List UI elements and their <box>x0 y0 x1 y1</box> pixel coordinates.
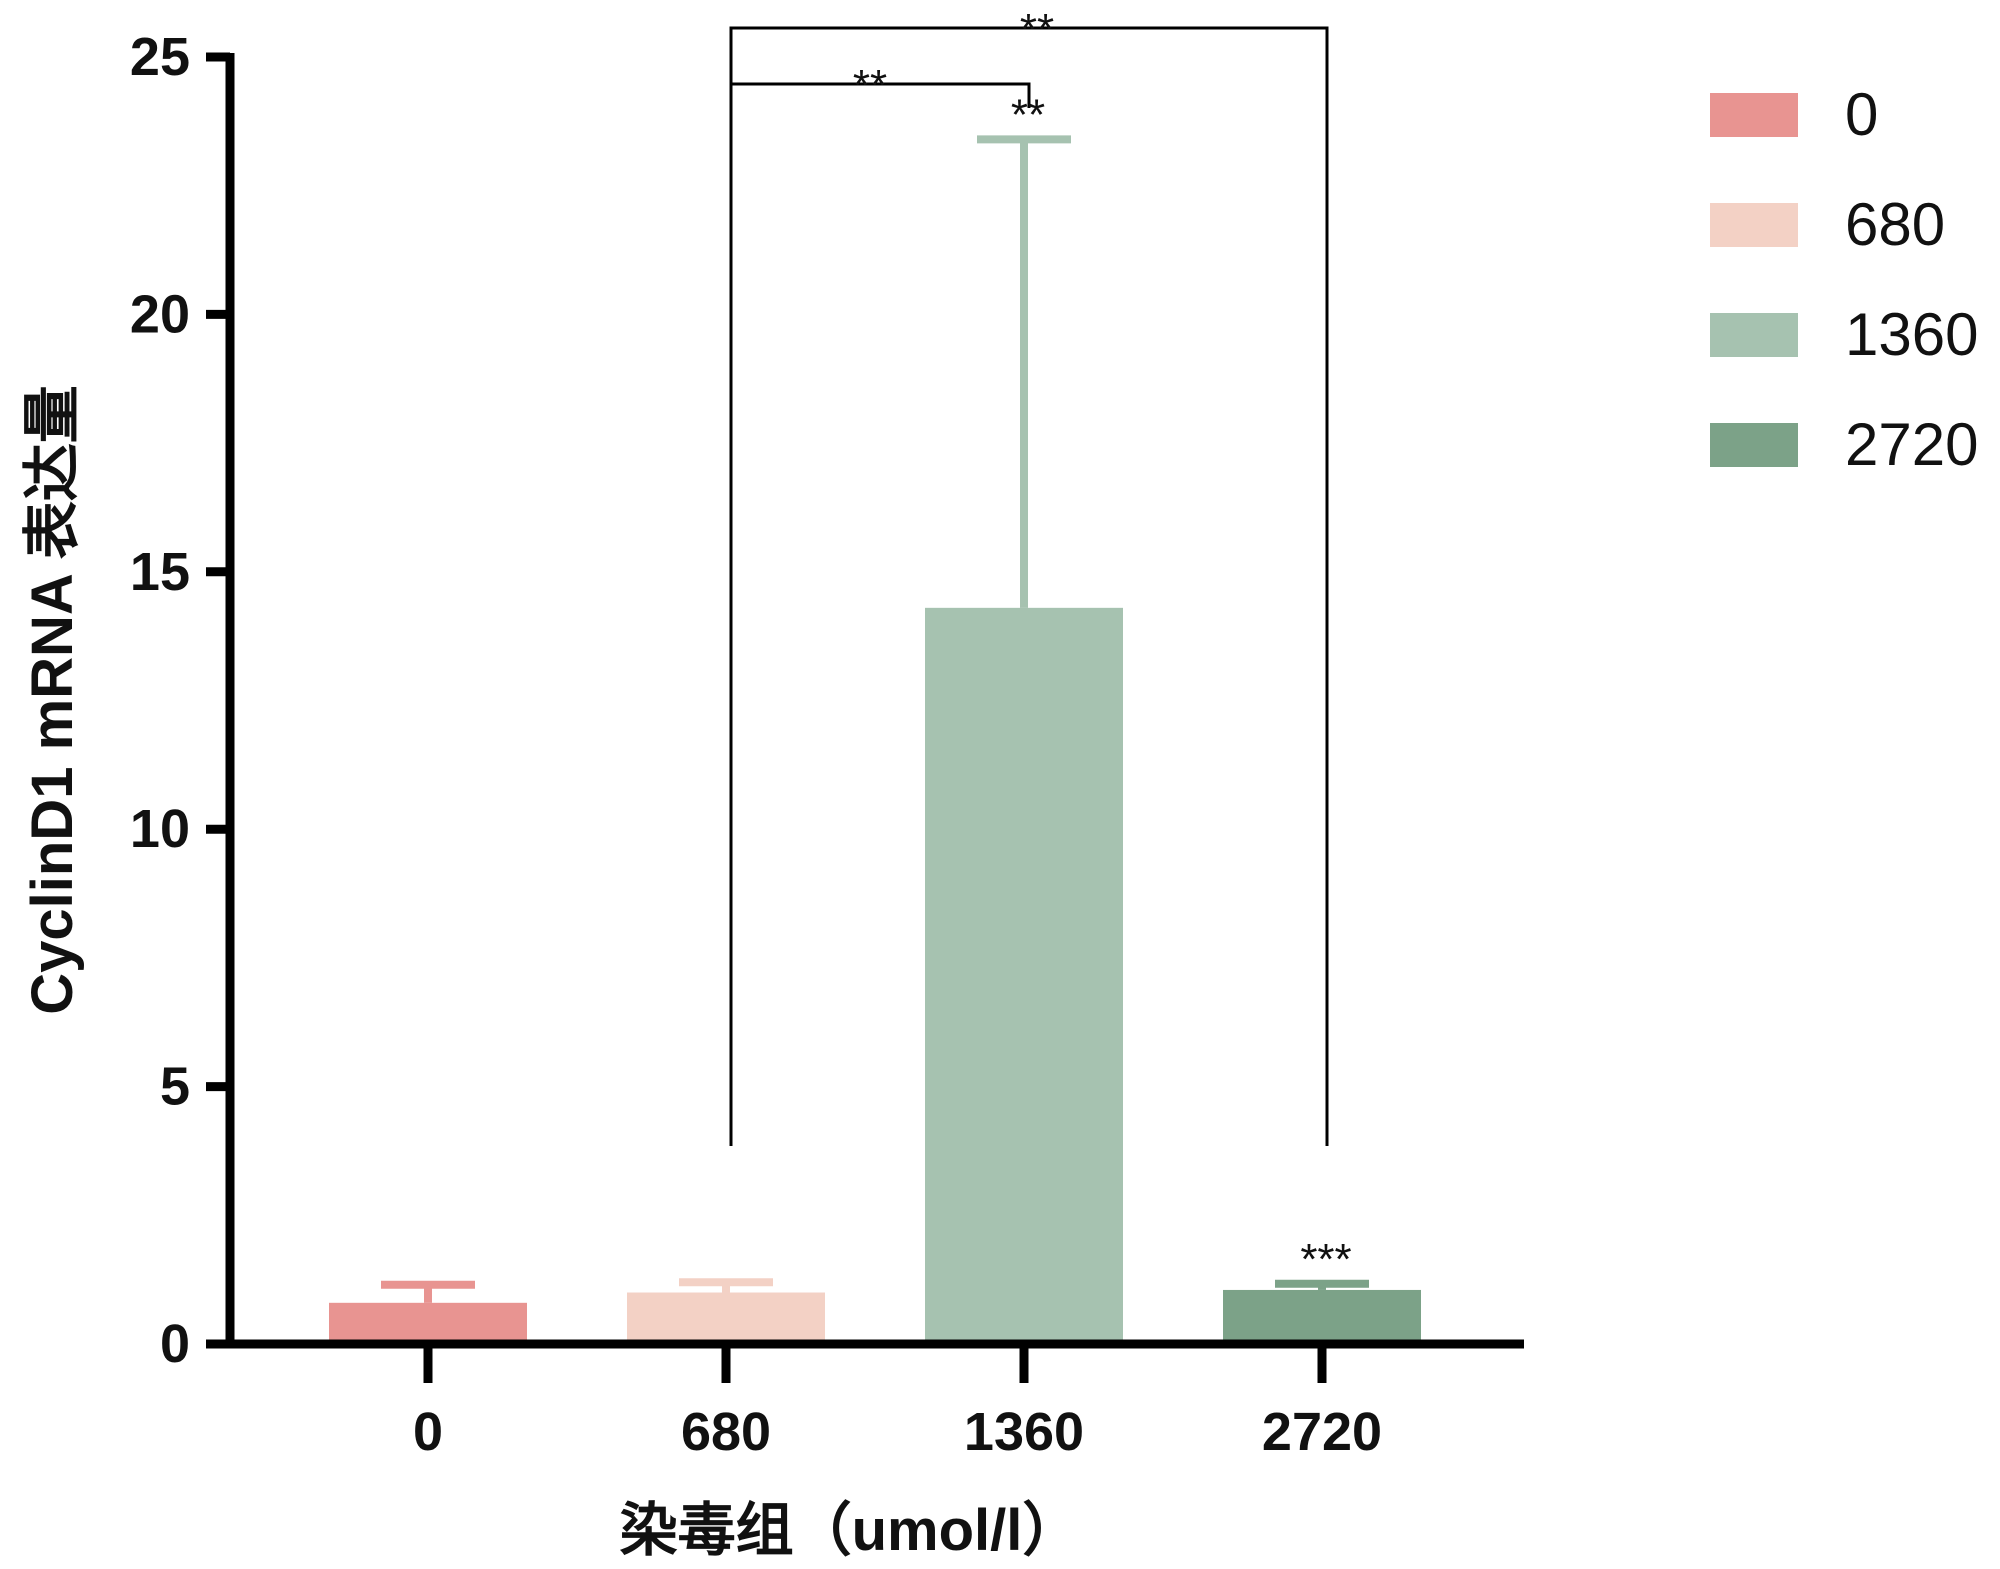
legend-swatch-0 <box>1710 93 1798 137</box>
legend-swatch-1360 <box>1710 313 1798 357</box>
x-axis-title: 染毒组（umol/l） <box>620 1498 1081 1563</box>
legend-label: 2720 <box>1845 411 1978 478</box>
significance-layer: ********* <box>729 5 1352 1284</box>
y-tick-label: 10 <box>130 799 190 859</box>
significance-bracket <box>729 26 1329 1146</box>
x-tick-label: 2720 <box>1262 1402 1382 1462</box>
x-tick-label: 1360 <box>964 1402 1084 1462</box>
y-tick-label: 25 <box>130 27 190 87</box>
legend-label: 0 <box>1845 81 1878 148</box>
y-ticks-layer: 0 5 10 15 20 25 <box>130 27 230 1374</box>
legend-label: 1360 <box>1845 301 1978 368</box>
error-bars-layer <box>381 135 1369 1303</box>
legend-swatch-2720 <box>1710 423 1798 467</box>
y-tick-label: 5 <box>160 1057 190 1117</box>
x-tick-label: 0 <box>413 1402 443 1462</box>
y-tick-label: 20 <box>130 284 190 344</box>
bar-significance-label: ** <box>1011 90 1045 139</box>
y-axis-title: CyclinD1 mRNA 表达量 <box>20 385 85 1015</box>
legend-label: 680 <box>1845 191 1945 258</box>
bar-1360 <box>925 607 1123 1344</box>
axes-layer <box>225 53 1524 1349</box>
y-tick-label: 15 <box>130 542 190 602</box>
bars-layer <box>329 607 1421 1344</box>
y-tick-label: 0 <box>160 1314 190 1374</box>
legend: 0 680 1360 2720 <box>1710 81 1978 478</box>
x-ticks-layer: 0 680 1360 2720 <box>413 1344 1382 1462</box>
bar-2720 <box>1223 1289 1421 1344</box>
legend-swatch-680 <box>1710 203 1798 247</box>
bar-0 <box>329 1302 527 1344</box>
significance-label: ** <box>1020 5 1054 54</box>
x-tick-label: 680 <box>681 1402 771 1462</box>
significance-label: ** <box>853 61 887 110</box>
bar-significance-label: *** <box>1300 1235 1351 1284</box>
bar-680 <box>627 1292 825 1344</box>
